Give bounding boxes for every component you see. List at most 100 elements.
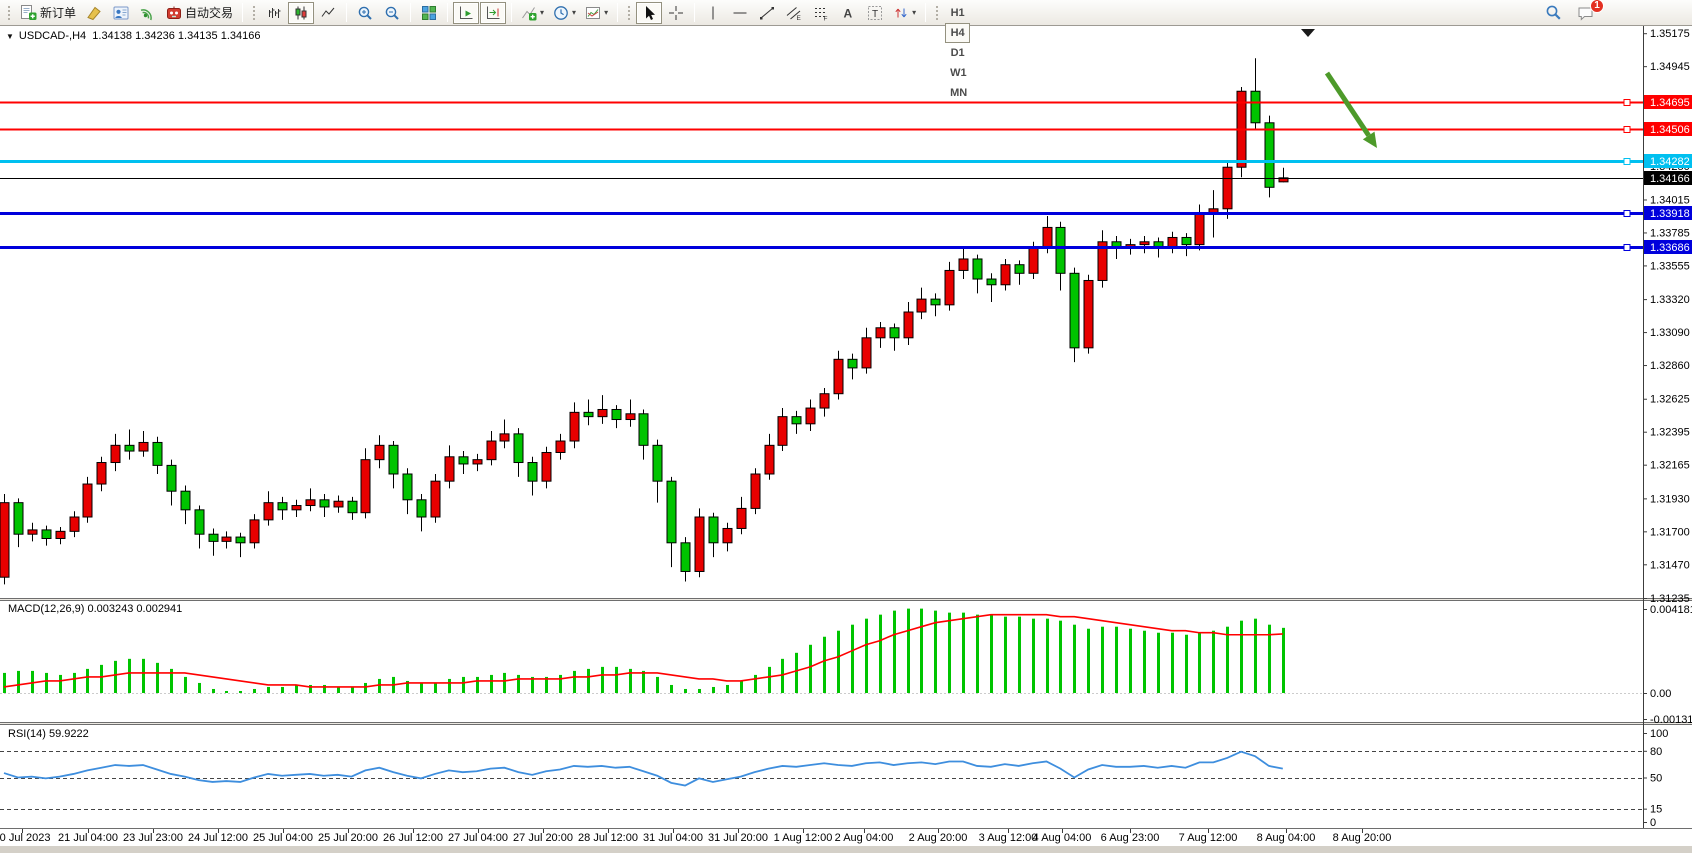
- line-handle: [1623, 244, 1631, 251]
- bull-candle: [1097, 241, 1108, 281]
- bull-candle: [694, 516, 705, 572]
- symbol-ohlc-text: USDCAD-,H4 1.34138 1.34236 1.34135 1.341…: [18, 30, 261, 42]
- metaeditor-button[interactable]: [81, 2, 107, 24]
- toolbar-drag-grip[interactable]: [935, 4, 940, 21]
- time-axis-label: 28 Jul 12:00: [578, 832, 638, 844]
- vertical-line-tool-button[interactable]: [700, 2, 726, 24]
- bull-candle: [1139, 241, 1150, 246]
- time-axis-label: 4 Aug 04:00: [1033, 832, 1092, 844]
- line-chart-mode-button[interactable]: [315, 2, 341, 24]
- cursor-tool-button[interactable]: [636, 1, 663, 24]
- fibonacci-tool-button[interactable]: F: [808, 2, 834, 24]
- toolbar-drag-grip[interactable]: [7, 4, 11, 21]
- bear-candle: [180, 490, 191, 511]
- candlestick-icon: [295, 6, 307, 19]
- text-tool-button[interactable]: A: [835, 2, 861, 24]
- time-axis-label: 3 Aug 12:00: [979, 832, 1038, 844]
- zoom-in-button[interactable]: [352, 2, 378, 24]
- trendline-tool-button[interactable]: [754, 2, 780, 24]
- new-order-label: 新订单: [40, 6, 77, 20]
- bull-candle: [875, 327, 886, 339]
- timeframe-button-H1[interactable]: H1: [945, 3, 970, 23]
- bull-candle: [916, 298, 927, 313]
- horizontal-line-icon: [733, 12, 747, 13]
- chart-ohlc-header: ▼ USDCAD-,H4 1.34138 1.34236 1.34135 1.3…: [6, 30, 260, 42]
- macd-signal-line: [3, 613, 1283, 688]
- bear-candle: [1014, 264, 1025, 274]
- chart-shift-button[interactable]: [480, 1, 507, 24]
- chat-button[interactable]: 1: [1572, 0, 1604, 24]
- chart-shift-marker[interactable]: [1301, 29, 1315, 37]
- timeframe-button-D1[interactable]: D1: [945, 43, 970, 63]
- main-toolbar: 新订单 自动交易 ▾: [0, 0, 1692, 99]
- price-badge-text: 1.33686: [1650, 242, 1690, 254]
- timeframe-button-W1[interactable]: W1: [945, 63, 972, 83]
- horizontal-line-tool-button[interactable]: [727, 2, 753, 24]
- bull-candle: [541, 451, 552, 482]
- profile-chart-button[interactable]: [108, 2, 134, 24]
- rsi-axis-tick: 0: [1650, 817, 1656, 829]
- chevron-down-icon[interactable]: ▼: [6, 31, 14, 41]
- time-axis-label: 2 Aug 04:00: [835, 832, 894, 844]
- annotation-arrow-head[interactable]: [1362, 131, 1377, 148]
- bear-candle: [13, 502, 24, 535]
- search-button[interactable]: [1540, 2, 1566, 24]
- bull-candle: [96, 462, 107, 485]
- annotation-arrow[interactable]: [1324, 71, 1371, 137]
- timeframe-button-MN[interactable]: MN: [945, 83, 972, 103]
- auto-trading-button[interactable]: 自动交易: [162, 2, 237, 24]
- toolbar-drag-grip[interactable]: [627, 4, 632, 21]
- trendline-icon: [760, 6, 775, 19]
- crosshair-tool-button[interactable]: [663, 2, 689, 24]
- timeframe-toolbar: M1M5M15M30H1H4D1W1MN: [944, 0, 977, 103]
- periods-button[interactable]: ▾: [549, 2, 580, 24]
- horizontal-lines-layer[interactable]: [0, 99, 1643, 251]
- price-badge-text: 1.34695: [1650, 97, 1690, 109]
- bear-candle: [611, 408, 622, 421]
- time-axis-label: 6 Aug 23:00: [1101, 832, 1160, 844]
- bear-candle: [347, 500, 358, 514]
- line-price-badge: [1644, 154, 1692, 168]
- tile-windows-button[interactable]: [416, 2, 442, 24]
- template-icon: [586, 6, 601, 19]
- dropdown-caret-icon: ▾: [604, 7, 609, 17]
- price-badge-text: 1.34282: [1650, 156, 1690, 168]
- pane-splitter[interactable]: [0, 722, 1692, 725]
- bear-candle: [208, 533, 219, 542]
- bar-chart-mode-button[interactable]: [261, 2, 287, 24]
- bear-candle: [527, 462, 538, 482]
- bear-candle: [791, 416, 802, 425]
- price-axis-tick: 1.34015: [1650, 194, 1690, 206]
- time-axis-label: 8 Aug 20:00: [1333, 832, 1392, 844]
- bull-candle: [444, 456, 455, 482]
- bear-candle: [1181, 236, 1192, 246]
- equidistant-channel-tool-button[interactable]: E: [781, 2, 807, 24]
- pane-splitter[interactable]: [0, 598, 1692, 601]
- auto-scroll-button[interactable]: [453, 1, 480, 24]
- macd-axis-tick: 0.00: [1650, 688, 1671, 700]
- candlestick-mode-button[interactable]: [288, 1, 315, 24]
- zoom-out-button[interactable]: [379, 2, 405, 24]
- vertical-line-icon: [712, 6, 714, 19]
- auto-trading-label: 自动交易: [185, 6, 234, 20]
- signals-button[interactable]: [135, 2, 161, 24]
- line-price-badge: [1644, 95, 1692, 109]
- price-axis-tick: 1.32860: [1650, 360, 1690, 372]
- time-axis[interactable]: [22, 829, 1363, 833]
- bull-candle: [764, 444, 775, 475]
- price-axis-tick: 1.32165: [1650, 460, 1690, 472]
- bear-candle: [708, 516, 719, 544]
- timeframe-button-H4[interactable]: H4: [945, 22, 971, 43]
- bull-candle: [1222, 166, 1233, 210]
- indicators-button[interactable]: ▾: [517, 2, 548, 24]
- arrows-tool-button[interactable]: ▾: [889, 2, 920, 24]
- templates-button[interactable]: ▾: [581, 2, 612, 24]
- text-label-tool-button[interactable]: T: [862, 2, 888, 24]
- bear-candle: [583, 411, 594, 418]
- bull-candle: [722, 527, 733, 544]
- svg-text:T: T: [872, 9, 878, 20]
- new-order-button[interactable]: 新订单: [16, 2, 80, 24]
- toolbar-drag-grip[interactable]: [252, 4, 257, 21]
- time-axis-label: 2 Aug 20:00: [909, 832, 968, 844]
